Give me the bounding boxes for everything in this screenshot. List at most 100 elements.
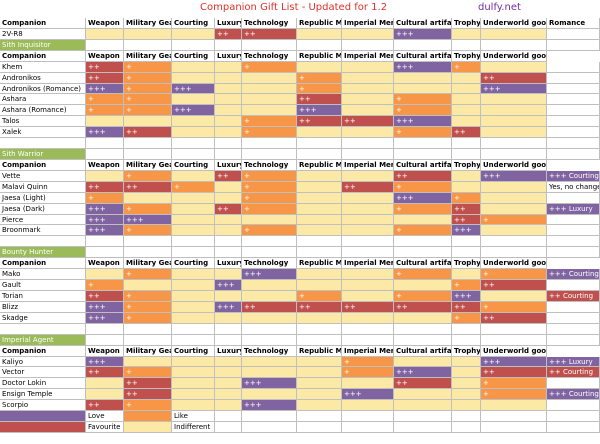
gift-cell — [215, 269, 242, 281]
gift-cell — [452, 170, 481, 182]
gift-cell — [172, 225, 215, 237]
gift-cell — [124, 28, 172, 40]
column-header: Republic Mem — [297, 159, 342, 171]
gift-cell — [452, 94, 481, 106]
column-header: Military Gear — [124, 159, 172, 171]
gift-cell: + — [86, 105, 124, 117]
gift-cell: +++ — [86, 203, 124, 215]
gift-cell — [342, 105, 394, 117]
cell — [124, 138, 172, 150]
companion-name: Jaesa (Light) — [0, 192, 86, 204]
site: dulfy.net — [478, 2, 521, 13]
gift-cell: + — [394, 269, 452, 281]
cell — [394, 247, 452, 259]
cell — [297, 411, 342, 423]
column-header: Luxury — [215, 18, 242, 29]
cell — [547, 422, 600, 433]
gift-cell — [215, 127, 242, 139]
column-header: Technology — [242, 345, 297, 357]
gift-cell — [172, 61, 215, 73]
gift-cell: + — [394, 291, 452, 302]
gift-cell: +++ — [242, 269, 297, 281]
column-header: Cultural artifact — [394, 258, 452, 270]
column-header: Courting — [172, 50, 215, 62]
cell — [481, 149, 547, 160]
romance-cell: +++ Luxury — [547, 203, 600, 215]
legend-swatch — [0, 411, 86, 423]
gift-cell: ++ — [452, 127, 481, 139]
gift-cell: + — [124, 269, 172, 281]
column-header: Military Gear — [124, 50, 172, 62]
gift-cell — [297, 400, 342, 412]
romance-cell — [547, 312, 600, 324]
cell — [342, 39, 394, 51]
cell — [394, 39, 452, 51]
romance-cell: +++ Courting — [547, 170, 600, 182]
gift-cell: +++ — [86, 301, 124, 313]
gift-cell — [215, 291, 242, 302]
gift-cell — [342, 400, 394, 412]
gift-cell: ++ — [342, 116, 394, 128]
column-header: Technology — [242, 18, 297, 29]
gift-cell — [342, 280, 394, 291]
column-header: Weapon — [86, 159, 124, 171]
gift-cell — [242, 214, 297, 226]
companion-name: Ashara — [0, 94, 86, 106]
gift-cell — [172, 378, 215, 390]
cell — [124, 334, 172, 346]
gift-cell: + — [124, 72, 172, 84]
romance-cell — [547, 105, 600, 117]
column-header: Cultural artifact — [394, 18, 452, 29]
gift-cell — [452, 269, 481, 281]
gift-cell: +++ — [452, 225, 481, 237]
column-header: Imperial Mem — [342, 50, 394, 62]
gift-cell — [172, 116, 215, 128]
gift-cell — [481, 181, 547, 193]
gift-cell: + — [86, 192, 124, 204]
gift-cell — [342, 61, 394, 73]
companion-name: Gault — [0, 280, 86, 291]
gift-cell — [215, 389, 242, 401]
cell — [86, 149, 124, 160]
gift-cell — [215, 72, 242, 84]
cell — [547, 334, 600, 346]
gift-cell: ++ — [86, 367, 124, 379]
cell — [394, 334, 452, 346]
gift-cell — [481, 127, 547, 139]
column-header: Courting — [172, 159, 215, 171]
gift-cell: ++ — [215, 28, 242, 40]
gift-cell — [86, 378, 124, 390]
gift-cell: + — [394, 225, 452, 237]
cell — [86, 247, 124, 259]
column-header: Republic Mem — [297, 258, 342, 270]
romance-cell — [547, 280, 600, 291]
gift-cell — [215, 61, 242, 73]
gift-cell: +++ — [342, 389, 394, 401]
gift-cell: + — [297, 291, 342, 302]
gift-cell — [342, 192, 394, 204]
column-header: Weapon — [86, 345, 124, 357]
cell — [297, 39, 342, 51]
gift-cell — [297, 269, 342, 281]
gift-cell: + — [394, 127, 452, 139]
cell — [172, 247, 215, 259]
gift-cell: ++ — [124, 127, 172, 139]
column-header: Underworld good — [481, 50, 547, 62]
gift-cell — [215, 225, 242, 237]
gift-cell: + — [124, 400, 172, 412]
companion-name: Scorpio — [0, 400, 86, 412]
gift-cell — [172, 367, 215, 379]
gift-cell: ++ — [342, 181, 394, 193]
gift-cell — [452, 116, 481, 128]
column-header: Military Gear — [124, 258, 172, 270]
cell — [124, 39, 172, 51]
companion-name: Talos — [0, 116, 86, 128]
column-header: Companion — [0, 18, 86, 29]
gift-cell — [297, 192, 342, 204]
legend-swatch — [124, 422, 172, 433]
gift-cell: + — [481, 269, 547, 281]
gift-cell — [215, 181, 242, 193]
gift-cell: +++ — [394, 61, 452, 73]
cell — [86, 334, 124, 346]
